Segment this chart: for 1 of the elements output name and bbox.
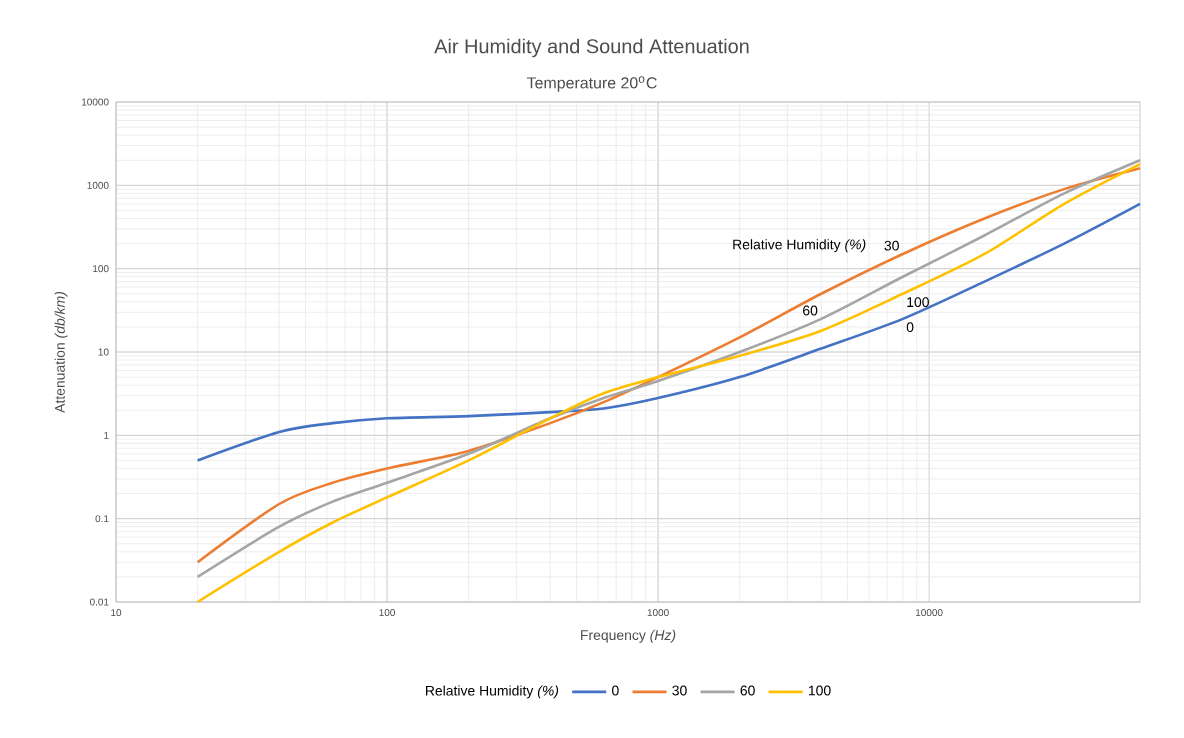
chart-title: Air Humidity and Sound Attenuation [434,38,749,58]
